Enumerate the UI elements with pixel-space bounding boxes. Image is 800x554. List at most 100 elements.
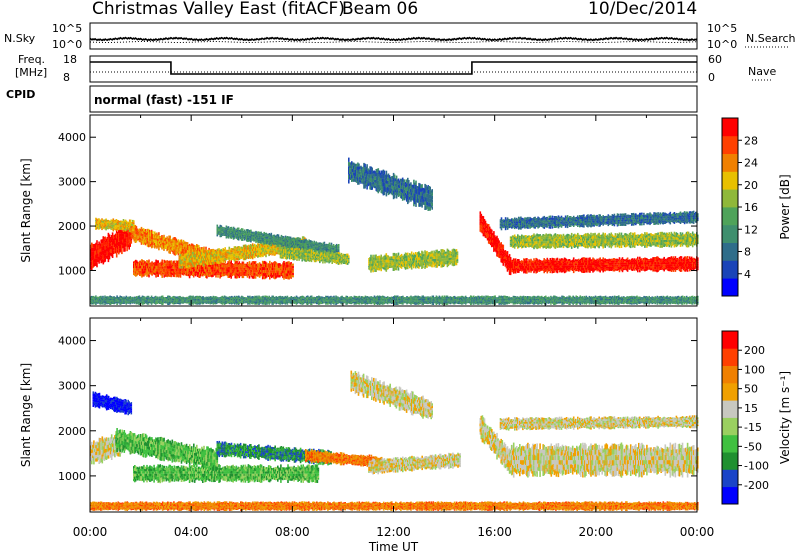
- power-cell-4-19-2: [197, 258, 200, 261]
- power-cell-2-28-0: [159, 245, 161, 248]
- power-cell-3-112-4: [246, 264, 249, 268]
- power-cell-3-1-5: [134, 260, 136, 264]
- power-cell-3-39-4: [172, 263, 175, 267]
- power-cell-1-23-1: [118, 226, 121, 228]
- power-cell-3-142-1: [277, 272, 279, 275]
- power-cell-0-20-3: [110, 242, 113, 246]
- power-cell-0-37-2: [128, 236, 130, 241]
- power-cell-1-25-5: [120, 220, 123, 223]
- power-cell-4-17-3: [195, 257, 198, 260]
- power-cell-8-82-1: [431, 202, 433, 207]
- power-cell-3-18-4: [151, 263, 153, 267]
- power-cell-3-29-4: [162, 264, 164, 267]
- power-cell-2-17-3: [147, 235, 150, 239]
- power-cell-3-154-1: [289, 272, 291, 276]
- power-cell-3-36-3: [169, 266, 172, 269]
- power-cell-3-89-3: [223, 267, 225, 270]
- power-cell-3-68-0: [202, 274, 204, 277]
- power-cell-4-10-0: [188, 265, 191, 268]
- power-cell-3-145-1: [280, 272, 282, 275]
- power-cell-0-10-3: [100, 247, 102, 252]
- power-cell-4-29-0: [208, 261, 210, 264]
- power-cell-3-107-3: [241, 267, 244, 270]
- power-cell-2-29-2: [160, 241, 162, 244]
- power-cell-2-30-2: [161, 242, 163, 245]
- power-cell-3-153-5: [288, 261, 290, 265]
- power-cell-3-73-1: [207, 271, 209, 274]
- power-cell-1-5-5: [100, 220, 102, 222]
- power-cell-0-5-3: [95, 250, 97, 255]
- power-cell-2-39-4: [170, 241, 172, 244]
- power-cell-3-13-1: [146, 271, 148, 275]
- power-cell-4-24-5: [203, 250, 205, 253]
- power-cell-2-4-5: [134, 224, 137, 228]
- power-cell-3-34-3: [167, 266, 170, 269]
- power-cell-3-132-2: [267, 270, 269, 273]
- power-cell-0-21-1: [111, 249, 114, 254]
- power-cell-2-41-1: [172, 248, 174, 252]
- power-cell-3-31-1: [164, 271, 167, 275]
- power-cell-3-150-0: [285, 276, 287, 279]
- power-cell-3-95-1: [229, 272, 231, 275]
- power-cell-0-1-5: [91, 242, 93, 248]
- power-cell-4-71-4: [250, 247, 253, 250]
- power-cell-3-113-4: [247, 265, 250, 268]
- power-cell-2-28-5: [159, 235, 161, 238]
- power-cell-0-35-0: [126, 246, 128, 252]
- power-cell-3-56-1: [189, 271, 192, 274]
- power-cell-2-24-0: [155, 245, 157, 248]
- power-cell-4-61-4: [240, 248, 243, 251]
- power-cell-0-6-5: [96, 240, 98, 245]
- power-cell-3-15-0: [148, 274, 150, 278]
- power-cell-2-16-5: [146, 228, 149, 232]
- power-cell-3-28-4: [161, 262, 163, 266]
- power-cell-3-113-3: [247, 267, 250, 270]
- power-cell-4-44-4: [223, 251, 225, 254]
- power-cell-1-4-4: [99, 220, 101, 223]
- power-cell-4-39-3: [218, 253, 220, 256]
- power-cell-3-137-4: [272, 265, 274, 268]
- power-cell-4-51-0: [230, 258, 233, 261]
- power-cell-3-58-2: [191, 269, 194, 272]
- power-cell-3-89-0: [223, 273, 225, 277]
- power-cell-2-40-3: [171, 243, 173, 246]
- power-cell-3-60-3: [193, 266, 196, 270]
- power-cell-3-60-2: [193, 269, 196, 272]
- power-cell-4-42-4: [221, 251, 223, 254]
- power-cell-2-6-5: [136, 228, 139, 231]
- power-cell-3-27-5: [160, 261, 162, 264]
- power-cell-3-100-3: [234, 266, 237, 270]
- power-cell-2-26-3: [157, 238, 159, 241]
- power-cell-2-3-0: [133, 238, 136, 242]
- power-cell-4-67-0: [246, 256, 249, 259]
- power-cell-3-100-4: [234, 263, 237, 267]
- power-cell-3-137-3: [272, 267, 274, 271]
- power-cell-3-28-1: [161, 271, 163, 275]
- power-cell-3-7-0: [140, 273, 142, 277]
- power-cell-5-119-3: [337, 248, 340, 251]
- power-cell-3-64-4: [197, 263, 200, 267]
- power-cell-1-32-1: [127, 227, 130, 229]
- power-cell-2-19-4: [149, 233, 152, 237]
- power-cell-4-56-4: [235, 249, 238, 252]
- power-cell-2-45-2: [176, 247, 179, 250]
- power-cell-4-38-2: [217, 256, 219, 259]
- power-cell-4-28-2: [207, 257, 209, 261]
- power-cell-3-77-4: [211, 264, 213, 267]
- power-cell-0-22-1: [112, 247, 115, 251]
- power-cell-3-23-0: [156, 274, 158, 277]
- power-cell-3-35-3: [168, 266, 171, 269]
- power-cell-5-21-0: [237, 238, 240, 241]
- power-cell-1-13-2: [108, 224, 110, 226]
- power-cell-3-106-3: [240, 267, 243, 270]
- power-cell-4-4-4: [182, 257, 185, 260]
- power-cell-4-37-4: [216, 251, 218, 254]
- power-cell-4-15-1: [193, 261, 196, 264]
- power-cell-2-10-3: [140, 232, 143, 236]
- power-cell-2-12-0: [142, 242, 145, 245]
- power-cell-3-38-0: [171, 273, 174, 276]
- power-cell-1-14-3: [109, 223, 111, 225]
- power-cell-2-70-5: [202, 247, 204, 251]
- power-cell-3-66-1: [200, 271, 202, 274]
- power-cell-4-41-4: [220, 251, 222, 254]
